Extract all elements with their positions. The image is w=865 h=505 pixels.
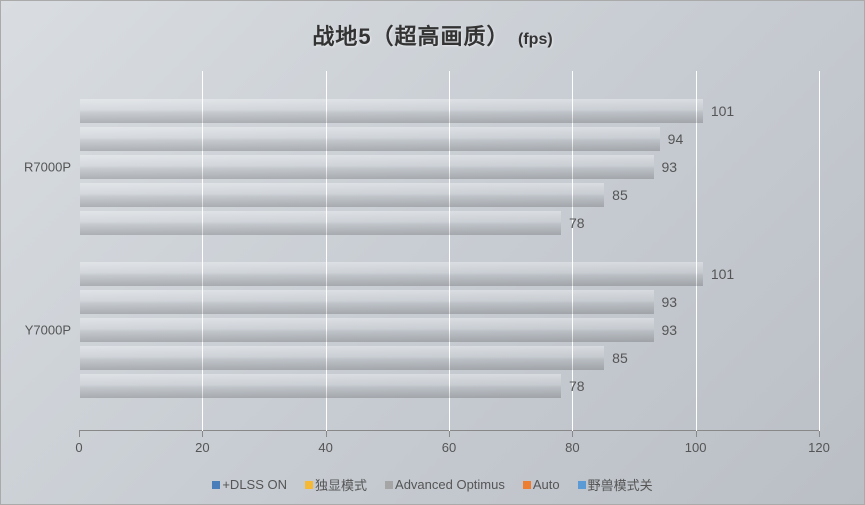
legend-item: +DLSS ON <box>212 475 287 494</box>
bar: 93 <box>80 155 654 179</box>
bar: 85 <box>80 346 604 370</box>
x-tick <box>449 431 450 437</box>
gridline <box>572 71 573 431</box>
legend-label: Auto <box>533 477 560 492</box>
x-tick <box>79 431 80 437</box>
bar-fill <box>80 346 604 370</box>
bar: 93 <box>80 290 654 314</box>
legend-swatch <box>578 481 586 489</box>
legend-label: 独显模式 <box>315 475 367 494</box>
x-axis-label: 60 <box>442 440 456 455</box>
gridline <box>819 71 820 431</box>
x-tick <box>819 431 820 437</box>
bar-fill <box>80 183 604 207</box>
bar: 78 <box>80 374 561 398</box>
x-tick <box>326 431 327 437</box>
legend: +DLSS ON 独显模式 Advanced Optimus Auto 野兽模式关 <box>1 475 864 494</box>
bar-value-label: 93 <box>662 322 678 338</box>
title-sub: (fps) <box>518 31 553 48</box>
bar-value-label: 78 <box>569 215 585 231</box>
x-axis-label: 0 <box>75 440 82 455</box>
legend-swatch <box>385 481 393 489</box>
title-main: 战地5（超高画质） <box>312 24 509 49</box>
x-axis-label: 20 <box>195 440 209 455</box>
bar-fill <box>80 127 660 151</box>
legend-swatch <box>523 481 531 489</box>
legend-item: 野兽模式关 <box>578 475 653 494</box>
x-axis-label: 120 <box>808 440 830 455</box>
bar-value-label: 93 <box>662 159 678 175</box>
chart-container: 战地5（超高画质） (fps) 0 20 40 60 80 100 120 R7000P 101… <box>0 0 865 505</box>
legend-label: 野兽模式关 <box>588 475 653 494</box>
plot-area: 020406080100120R7000P10194938578Y7000P10… <box>79 71 819 431</box>
legend-label: +DLSS ON <box>222 477 287 492</box>
bar-value-label: 78 <box>569 378 585 394</box>
bar: 78 <box>80 211 561 235</box>
legend-label: Advanced Optimus <box>395 477 505 492</box>
x-axis-label: 100 <box>685 440 707 455</box>
legend-item: 独显模式 <box>305 475 367 494</box>
y-axis-label: Y7000P <box>21 323 71 338</box>
legend-swatch <box>305 481 313 489</box>
bar: 101 <box>80 262 703 286</box>
legend-item: Advanced Optimus <box>385 475 505 494</box>
y-axis-label: R7000P <box>21 160 71 175</box>
x-tick <box>202 431 203 437</box>
bar-value-label: 85 <box>612 350 628 366</box>
bar-value-label: 85 <box>612 187 628 203</box>
x-tick <box>696 431 697 437</box>
bar-value-label: 94 <box>668 131 684 147</box>
bar-fill <box>80 99 703 123</box>
bar-fill <box>80 318 654 342</box>
bar-fill <box>80 374 561 398</box>
bar: 101 <box>80 99 703 123</box>
bar-value-label: 93 <box>662 294 678 310</box>
bar: 93 <box>80 318 654 342</box>
x-axis-label: 80 <box>565 440 579 455</box>
gridline <box>696 71 697 431</box>
legend-swatch <box>212 481 220 489</box>
bar-fill <box>80 262 703 286</box>
bar-value-label: 101 <box>711 103 734 119</box>
chart-title: 战地5（超高画质） (fps) <box>1 1 864 51</box>
legend-item: Auto <box>523 475 560 494</box>
bar-fill <box>80 211 561 235</box>
bar: 85 <box>80 183 604 207</box>
bar: 94 <box>80 127 660 151</box>
bar-fill <box>80 155 654 179</box>
bar-value-label: 101 <box>711 266 734 282</box>
x-tick <box>572 431 573 437</box>
x-axis-label: 40 <box>318 440 332 455</box>
bar-fill <box>80 290 654 314</box>
